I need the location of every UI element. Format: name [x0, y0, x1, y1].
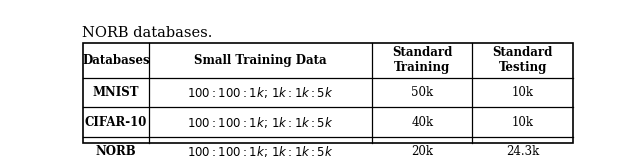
Text: Small Training Data: Small Training Data: [195, 54, 327, 67]
Text: CIFAR-10: CIFAR-10: [85, 116, 147, 129]
Text: NORB databases.: NORB databases.: [81, 26, 212, 40]
Text: Databases: Databases: [83, 54, 150, 67]
Text: 10k: 10k: [512, 86, 534, 99]
Bar: [83, 43, 573, 143]
Text: 10k: 10k: [512, 116, 534, 129]
Text: $\mathrm{100 : 100 : 1}k\mathrm{;\, 1}k\mathrm{ : 1}k\mathrm{ : 5}k$: $\mathrm{100 : 100 : 1}k\mathrm{;\, 1}k\…: [188, 144, 334, 159]
Text: $\mathrm{100 : 100 : 1}k\mathrm{;\, 1}k\mathrm{ : 1}k\mathrm{ : 5}k$: $\mathrm{100 : 100 : 1}k\mathrm{;\, 1}k\…: [188, 85, 334, 100]
Text: NORB: NORB: [96, 145, 136, 158]
Text: 24.3k: 24.3k: [506, 145, 540, 158]
Text: Standard
Training: Standard Training: [392, 46, 452, 74]
Text: $\mathrm{100 : 100 : 1}k\mathrm{;\, 1}k\mathrm{ : 1}k\mathrm{ : 5}k$: $\mathrm{100 : 100 : 1}k\mathrm{;\, 1}k\…: [188, 115, 334, 130]
Text: MNIST: MNIST: [93, 86, 140, 99]
Text: 40k: 40k: [412, 116, 433, 129]
Text: 50k: 50k: [412, 86, 433, 99]
Text: Standard
Testing: Standard Testing: [493, 46, 553, 74]
Text: 20k: 20k: [412, 145, 433, 158]
